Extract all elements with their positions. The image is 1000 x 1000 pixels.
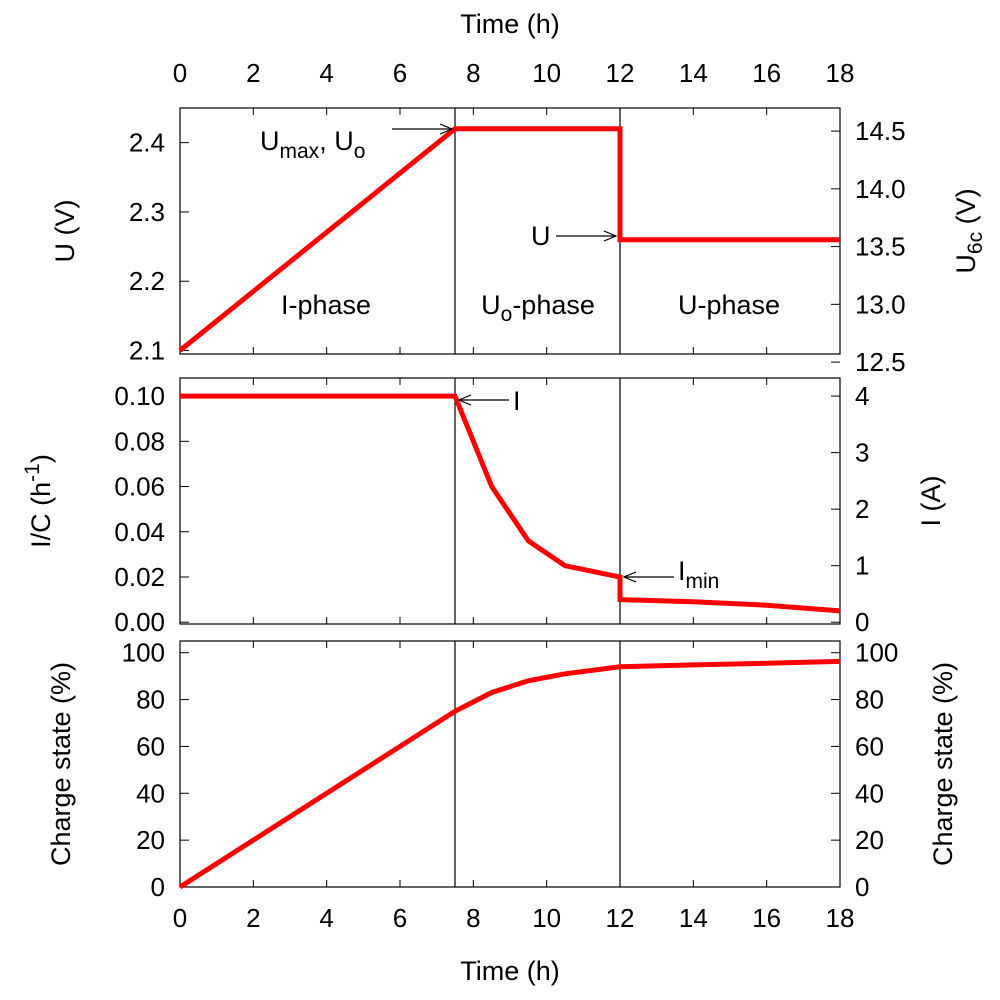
charge-left-tick-label: 0	[151, 872, 165, 902]
u-annotation: U	[531, 221, 551, 251]
charge-right-tick-label: 20	[855, 825, 884, 855]
tick-layer	[179, 108, 841, 888]
voltage-series-line	[178, 126, 840, 353]
current-right-tick-label: 1	[855, 551, 869, 581]
imin-annotation: Imin	[678, 556, 719, 593]
top-x-tick-label: 2	[246, 58, 260, 88]
series-layer	[178, 126, 841, 890]
u-arrow-head	[603, 230, 618, 242]
current-left-tick-label: 0.08	[114, 426, 165, 456]
bottom-x-tick-label: 12	[606, 903, 635, 933]
top-x-tick-label: 18	[826, 58, 855, 88]
voltage-right-tick-label: 13.0	[855, 289, 906, 319]
charge-left-axis-label: Charge state (%)	[46, 662, 76, 866]
voltage-right-tick-label: 14.5	[855, 116, 906, 146]
voltage-left-tick-label: 2.1	[129, 336, 165, 366]
bottom-x-tick-label: 4	[319, 903, 333, 933]
voltage-right-tick-label: 12.5	[855, 347, 906, 377]
bottom-x-tick-label: 2	[246, 903, 260, 933]
tick-label-layer: 0022446688101012121414161618182.12.22.32…	[114, 58, 905, 933]
current-left-tick-label: 0.00	[114, 607, 165, 637]
top-x-axis-label: Time (h)	[460, 9, 560, 39]
top-x-tick-label: 14	[679, 58, 708, 88]
bottom-x-tick-label: 6	[393, 903, 407, 933]
bottom-x-tick-label: 10	[532, 903, 561, 933]
bottom-x-tick-label: 16	[752, 903, 781, 933]
imin-arrow-head	[622, 571, 637, 583]
i-annotation: I	[513, 386, 521, 416]
bottom-x-tick-label: 18	[826, 903, 855, 933]
voltage-right-tick-label: 14.0	[855, 174, 906, 204]
charge-right-tick-label: 0	[855, 872, 869, 902]
current-left-tick-label: 0.02	[114, 562, 165, 592]
i-phase-label: I-phase	[281, 290, 371, 320]
current-right-tick-label: 2	[855, 494, 869, 524]
charge-panel-frame	[179, 640, 841, 888]
top-x-tick-label: 8	[466, 58, 480, 88]
bottom-x-tick-label: 0	[173, 903, 187, 933]
charge-series-line	[178, 658, 841, 890]
current-right-axis-label: I (A)	[916, 476, 946, 527]
charge-left-tick-label: 100	[122, 638, 165, 668]
bottom-x-tick-label: 14	[679, 903, 708, 933]
charge-left-tick-label: 80	[136, 685, 165, 715]
bottom-x-tick-label: 8	[466, 903, 480, 933]
top-x-tick-label: 6	[393, 58, 407, 88]
charge-left-tick-label: 60	[136, 731, 165, 761]
charge-right-tick-label: 40	[855, 778, 884, 808]
top-x-tick-label: 12	[606, 58, 635, 88]
voltage-right-tick-label: 13.5	[855, 232, 906, 262]
voltage-left-tick-label: 2.4	[129, 128, 165, 158]
voltage-left-tick-label: 2.2	[129, 266, 165, 296]
voltage-panel-frame	[179, 107, 841, 355]
current-right-tick-label: 0	[855, 607, 869, 637]
current-left-axis-label: I/C (h-1)	[21, 454, 56, 548]
top-x-tick-label: 0	[173, 58, 187, 88]
i-arrow-head	[457, 394, 472, 406]
current-left-tick-label: 0.04	[114, 517, 165, 547]
uo-phase-label: Uo-phase	[481, 290, 595, 326]
bottom-x-axis-label: Time (h)	[460, 956, 560, 986]
charge-right-axis-label: Charge state (%)	[928, 662, 958, 866]
charge-left-tick-label: 40	[136, 778, 165, 808]
u-phase-label: U-phase	[678, 290, 780, 320]
top-x-tick-label: 4	[319, 58, 333, 88]
umax-annotation: Umax, Uo	[260, 126, 365, 163]
current-left-tick-label: 0.10	[114, 381, 165, 411]
charge-right-tick-label: 60	[855, 731, 884, 761]
current-left-tick-label: 0.06	[114, 472, 165, 502]
current-series-line	[180, 393, 841, 614]
top-x-tick-label: 16	[752, 58, 781, 88]
voltage-left-axis-label: U (V)	[50, 200, 80, 263]
voltage-right-axis-label: U6c (V)	[951, 188, 987, 273]
umax-arrow-head	[439, 123, 454, 135]
current-right-tick-label: 4	[855, 381, 869, 411]
charge-right-tick-label: 80	[855, 685, 884, 715]
charge-left-tick-label: 20	[136, 825, 165, 855]
current-panel-frame	[179, 377, 841, 625]
voltage-left-tick-label: 2.3	[129, 197, 165, 227]
current-right-tick-label: 3	[855, 438, 869, 468]
top-x-tick-label: 10	[532, 58, 561, 88]
charge-right-tick-label: 100	[855, 638, 898, 668]
